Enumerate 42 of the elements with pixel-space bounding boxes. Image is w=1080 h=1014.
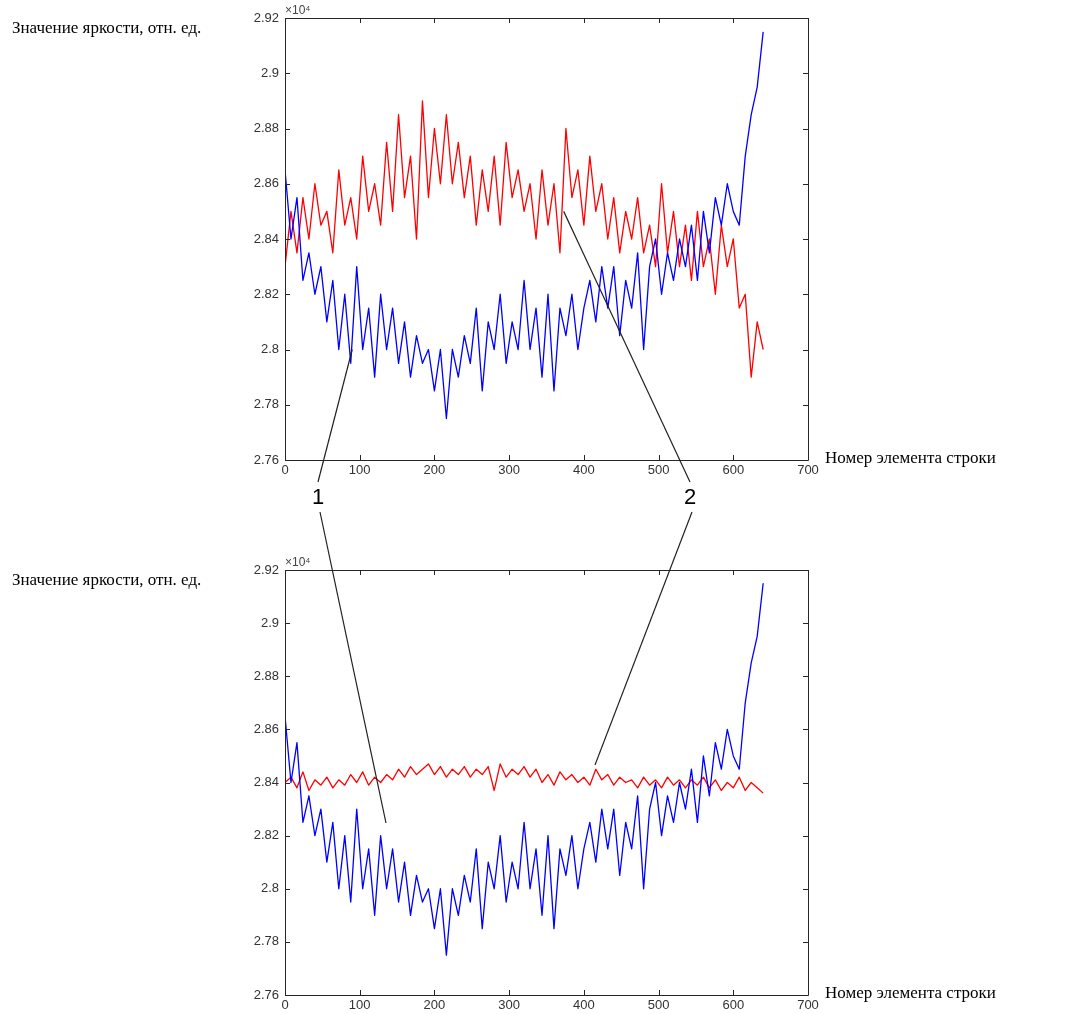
annotation: 1 (312, 484, 325, 510)
x-tick-label: 500 (647, 997, 670, 1013)
y-tick-label: 2.84 (253, 774, 279, 790)
x-tick-label: 600 (722, 997, 745, 1013)
y-tick-label: 2.92 (253, 9, 279, 25)
x-tick-label: 700 (797, 997, 819, 1013)
y-tick-label: 2.76 (253, 986, 279, 1002)
y-tick-label: 2.86 (253, 720, 279, 736)
x-tick-label: 300 (498, 462, 520, 478)
y-tick-label: 2.88 (253, 667, 279, 683)
y-tick-label: 2.8 (260, 341, 279, 357)
y-axis-title: Значение яркости, отн. ед. (12, 570, 203, 590)
y-tick-label: 2.9 (260, 64, 279, 80)
y-tick-label: 2.78 (253, 933, 279, 949)
y-tick-label: 2.9 (260, 614, 279, 630)
x-axis-title: Номер элемента строки (825, 448, 996, 468)
y-tick-label: 2.82 (253, 827, 279, 843)
x-tick-label: 200 (423, 997, 446, 1013)
x-axis-title: Номер элемента строки (825, 983, 996, 1003)
y-tick-label: 2.86 (253, 175, 279, 191)
y-axis-title: Значение яркости, отн. ед. (12, 18, 203, 38)
y-tick-label: 2.76 (253, 451, 279, 467)
x-tick-label: 700 (797, 462, 819, 478)
y-tick-label: 2.92 (253, 561, 279, 577)
y-tick-label: 2.88 (253, 120, 279, 136)
x-tick-label: 600 (722, 462, 745, 478)
x-tick-label: 100 (348, 462, 371, 478)
x-tick-label: 400 (573, 462, 595, 478)
x-tick-label: 100 (348, 997, 371, 1013)
x-tick-label: 300 (498, 997, 520, 1013)
text: ×10⁴ (285, 3, 311, 18)
x-tick-label: 200 (423, 462, 446, 478)
text: ×10⁴ (285, 555, 311, 570)
y-tick-label: 2.78 (253, 396, 279, 412)
y-tick-label: 2.8 (260, 880, 279, 896)
y-tick-label: 2.84 (253, 230, 279, 246)
x-tick-label: 0 (281, 462, 289, 478)
x-tick-label: 0 (281, 997, 289, 1013)
x-tick-label: 500 (647, 462, 670, 478)
x-tick-label: 400 (573, 997, 595, 1013)
y-tick-label: 2.82 (253, 285, 279, 301)
annotation: 2 (684, 484, 697, 510)
